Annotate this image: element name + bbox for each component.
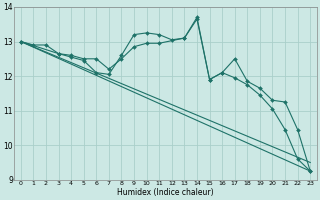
X-axis label: Humidex (Indice chaleur): Humidex (Indice chaleur) xyxy=(117,188,214,197)
